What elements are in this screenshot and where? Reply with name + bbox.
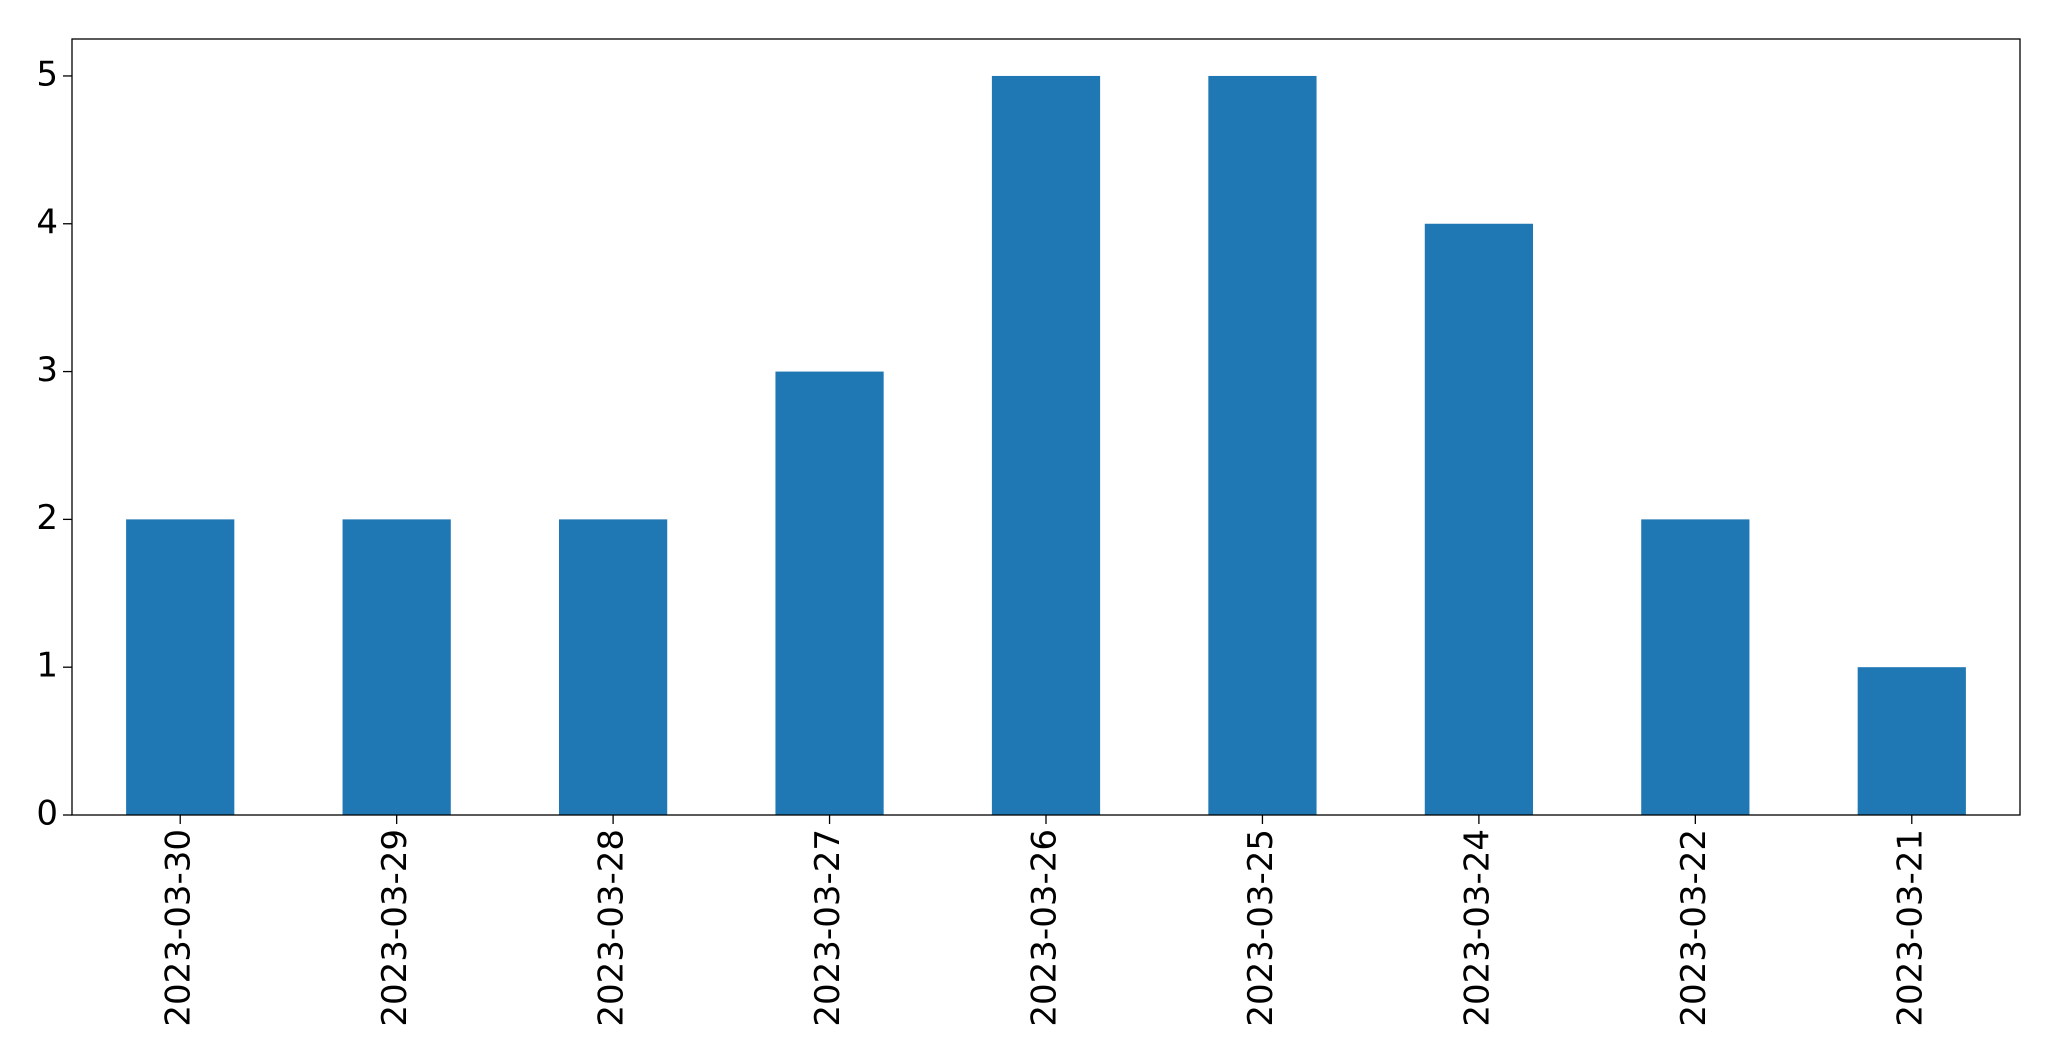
bar [1424, 223, 1533, 815]
y-tick-label: 1 [36, 646, 58, 686]
x-tick-label: 2023-03-21 [1890, 829, 1930, 1027]
x-tick-label: 2023-03-27 [808, 829, 848, 1027]
x-tick-label: 2023-03-29 [375, 829, 415, 1027]
y-tick-label: 3 [36, 350, 58, 390]
x-tick-label: 2023-03-28 [592, 829, 632, 1027]
bar [1641, 519, 1750, 815]
bar [1857, 667, 1966, 815]
bar [559, 519, 668, 815]
y-tick-label: 2 [36, 498, 58, 538]
x-tick-label: 2023-03-30 [159, 829, 199, 1027]
bar [1208, 75, 1317, 815]
bar [991, 75, 1101, 815]
x-tick-label: 2023-03-25 [1241, 829, 1281, 1027]
x-tick-label: 2023-03-24 [1457, 829, 1497, 1027]
bar [342, 519, 451, 815]
bar [126, 519, 235, 815]
y-tick-label: 0 [36, 794, 58, 834]
bar [775, 371, 884, 815]
plot-frame [71, 38, 2021, 816]
y-tick-label: 5 [36, 54, 58, 94]
y-tick-label: 4 [36, 202, 58, 242]
x-tick-label: 2023-03-26 [1025, 829, 1065, 1027]
x-tick-label: 2023-03-22 [1674, 829, 1714, 1027]
